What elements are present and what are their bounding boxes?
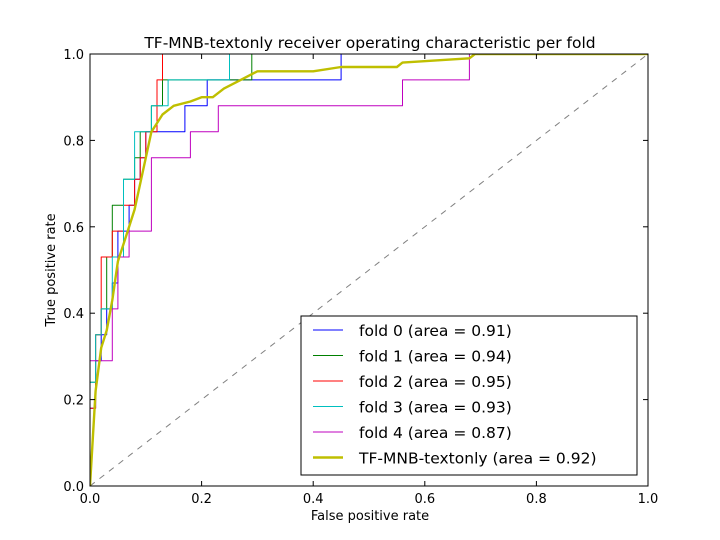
legend-entry-4: fold 4 (area = 0.87) bbox=[359, 424, 512, 442]
y-tick-label: 0.0 bbox=[63, 480, 84, 495]
y-tick-label: 0.4 bbox=[63, 307, 84, 322]
y-tick-label: 0.6 bbox=[63, 221, 84, 236]
x-tick-label: 0.0 bbox=[80, 492, 101, 507]
x-tick-label: 0.4 bbox=[303, 492, 324, 507]
y-tick-label: 1.0 bbox=[63, 48, 84, 63]
legend-box bbox=[300, 315, 638, 476]
y-axis-label: True positive rate bbox=[44, 213, 59, 327]
y-tick-label: 0.8 bbox=[63, 134, 84, 149]
series-line-5 bbox=[90, 54, 648, 486]
x-tick-label: 0.6 bbox=[414, 492, 435, 507]
series-line-4 bbox=[90, 54, 648, 486]
legend-entry-3: fold 3 (area = 0.93) bbox=[359, 399, 512, 417]
legend-entry-2: fold 2 (area = 0.95) bbox=[359, 373, 512, 391]
series-line-3 bbox=[90, 54, 648, 486]
x-tick-label: 1.0 bbox=[638, 492, 659, 507]
chart-title: TF-MNB-textonly receiver operating chara… bbox=[143, 34, 595, 52]
chance-diagonal-line bbox=[89, 53, 649, 487]
y-tick-label: 0.2 bbox=[63, 394, 84, 409]
x-tick-label: 0.8 bbox=[526, 492, 547, 507]
legend-entry-0: fold 0 (area = 0.91) bbox=[359, 322, 512, 340]
legend: fold 0 (area = 0.91) fold 1 (area = 0.94)… bbox=[300, 315, 638, 476]
plot-area: 0.0 0.2 0.4 0.6 0.8 1.0 0.0 0.2 0.4 0.6 0.8 1.0 bbox=[63, 48, 658, 507]
x-axis-label: False positive rate bbox=[311, 509, 429, 524]
axes-frame bbox=[89, 53, 649, 487]
x-tick-label: 0.2 bbox=[191, 492, 212, 507]
legend-entry-1: fold 1 (area = 0.94) bbox=[359, 348, 512, 366]
legend-entry-5: TF-MNB-textonly (area = 0.92) bbox=[358, 450, 597, 468]
